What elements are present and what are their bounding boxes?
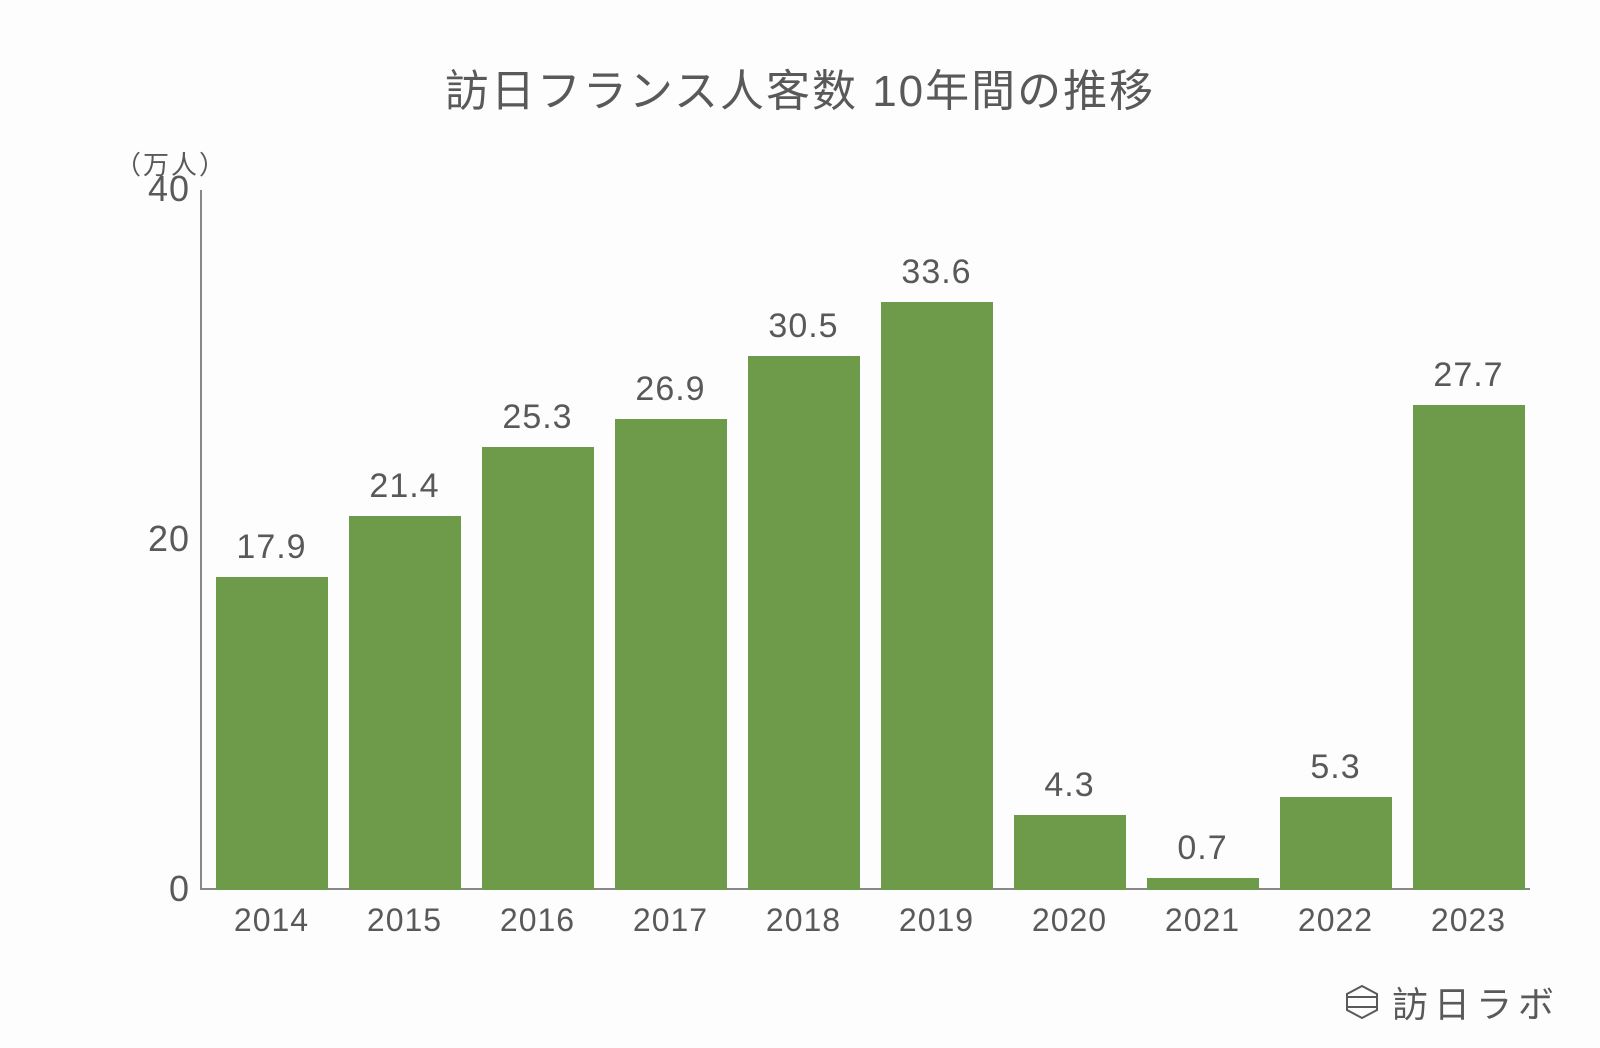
bar-value-label: 0.7 — [1137, 829, 1269, 868]
bar-value-label: 25.3 — [472, 398, 604, 437]
x-tick-label: 2016 — [471, 902, 604, 939]
x-tick-label: 2020 — [1003, 902, 1136, 939]
bar — [1280, 797, 1392, 890]
x-tick-label: 2014 — [205, 902, 338, 939]
brand-text: 訪日ラボ — [1392, 976, 1560, 1028]
bar-value-label: 21.4 — [339, 467, 471, 506]
bar — [349, 516, 461, 891]
bar — [1014, 815, 1126, 890]
chart-container: 訪日フランス人客数 10年間の推移 （万人） 02040 17.921.425.… — [0, 0, 1600, 1048]
y-tick-label: 20 — [120, 518, 190, 560]
y-axis-line — [200, 190, 202, 890]
bar — [615, 419, 727, 890]
bar — [748, 356, 860, 890]
bar-value-label: 4.3 — [1004, 766, 1136, 805]
bar — [216, 577, 328, 890]
brand-logo-icon — [1344, 984, 1380, 1020]
y-tick-label: 0 — [120, 868, 190, 910]
y-tick-label: 40 — [120, 168, 190, 210]
plot-area: 17.921.425.326.930.533.64.30.75.327.7 — [200, 190, 1530, 890]
bar-value-label: 27.7 — [1403, 356, 1535, 395]
x-tick-label: 2017 — [604, 902, 737, 939]
bar — [482, 447, 594, 890]
bar — [1147, 878, 1259, 890]
x-tick-label: 2019 — [870, 902, 1003, 939]
bar-value-label: 5.3 — [1270, 748, 1402, 787]
bar — [881, 302, 993, 890]
bar-value-label: 17.9 — [206, 528, 338, 567]
chart-title: 訪日フランス人客数 10年間の推移 — [0, 55, 1600, 119]
x-tick-label: 2015 — [338, 902, 471, 939]
x-tick-label: 2018 — [737, 902, 870, 939]
bar-value-label: 26.9 — [605, 370, 737, 409]
bar-value-label: 33.6 — [871, 253, 1003, 292]
x-tick-label: 2022 — [1269, 902, 1402, 939]
brand-attribution: 訪日ラボ — [1344, 976, 1560, 1028]
x-tick-label: 2023 — [1402, 902, 1535, 939]
bar-value-label: 30.5 — [738, 307, 870, 346]
bar — [1413, 405, 1525, 890]
x-tick-label: 2021 — [1136, 902, 1269, 939]
